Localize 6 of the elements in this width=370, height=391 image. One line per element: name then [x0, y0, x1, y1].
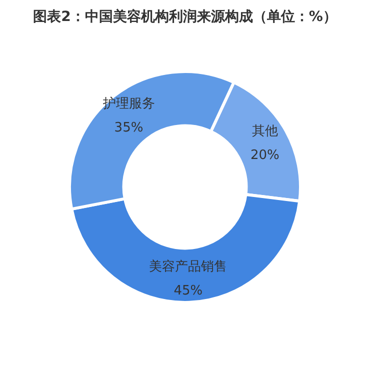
data-label: 45%	[174, 284, 203, 299]
chart-title: 图表2：中国美容机构利润来源构成（单位：%）	[32, 8, 338, 26]
slice-label: 其他	[252, 124, 278, 140]
data-label: 35%	[114, 120, 144, 136]
slice-label: 美容产品销售	[149, 258, 228, 275]
data-label: 20%	[250, 148, 280, 164]
